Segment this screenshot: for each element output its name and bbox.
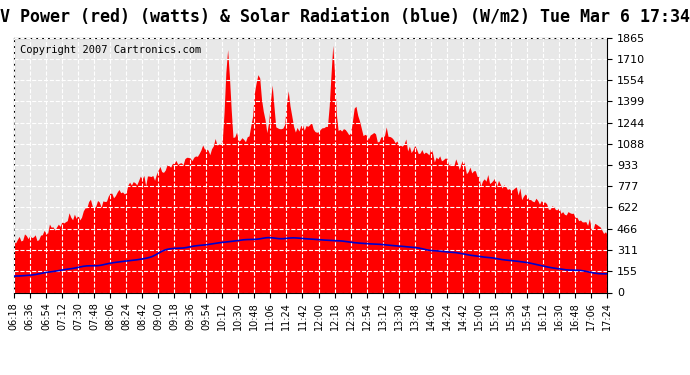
Text: Total PV Power (red) (watts) & Solar Radiation (blue) (W/m2) Tue Mar 6 17:34: Total PV Power (red) (watts) & Solar Rad… xyxy=(0,8,690,26)
Text: Copyright 2007 Cartronics.com: Copyright 2007 Cartronics.com xyxy=(20,45,201,55)
